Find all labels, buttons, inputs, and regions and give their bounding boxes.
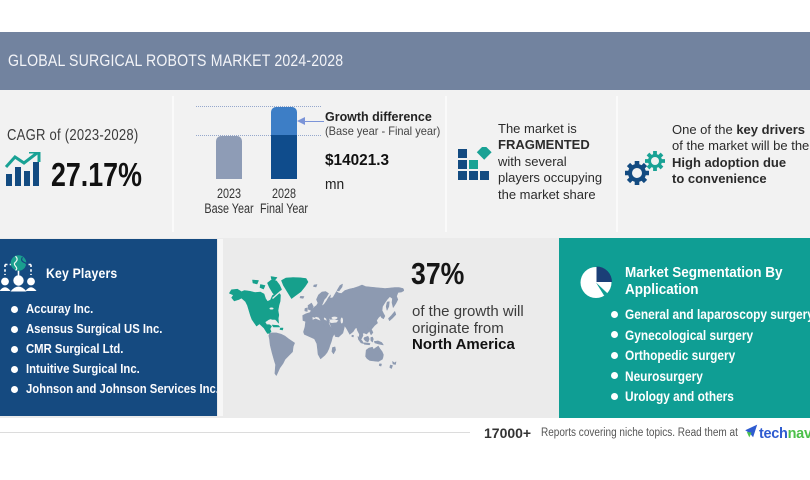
svg-text:technavio: technavio <box>759 426 810 442</box>
